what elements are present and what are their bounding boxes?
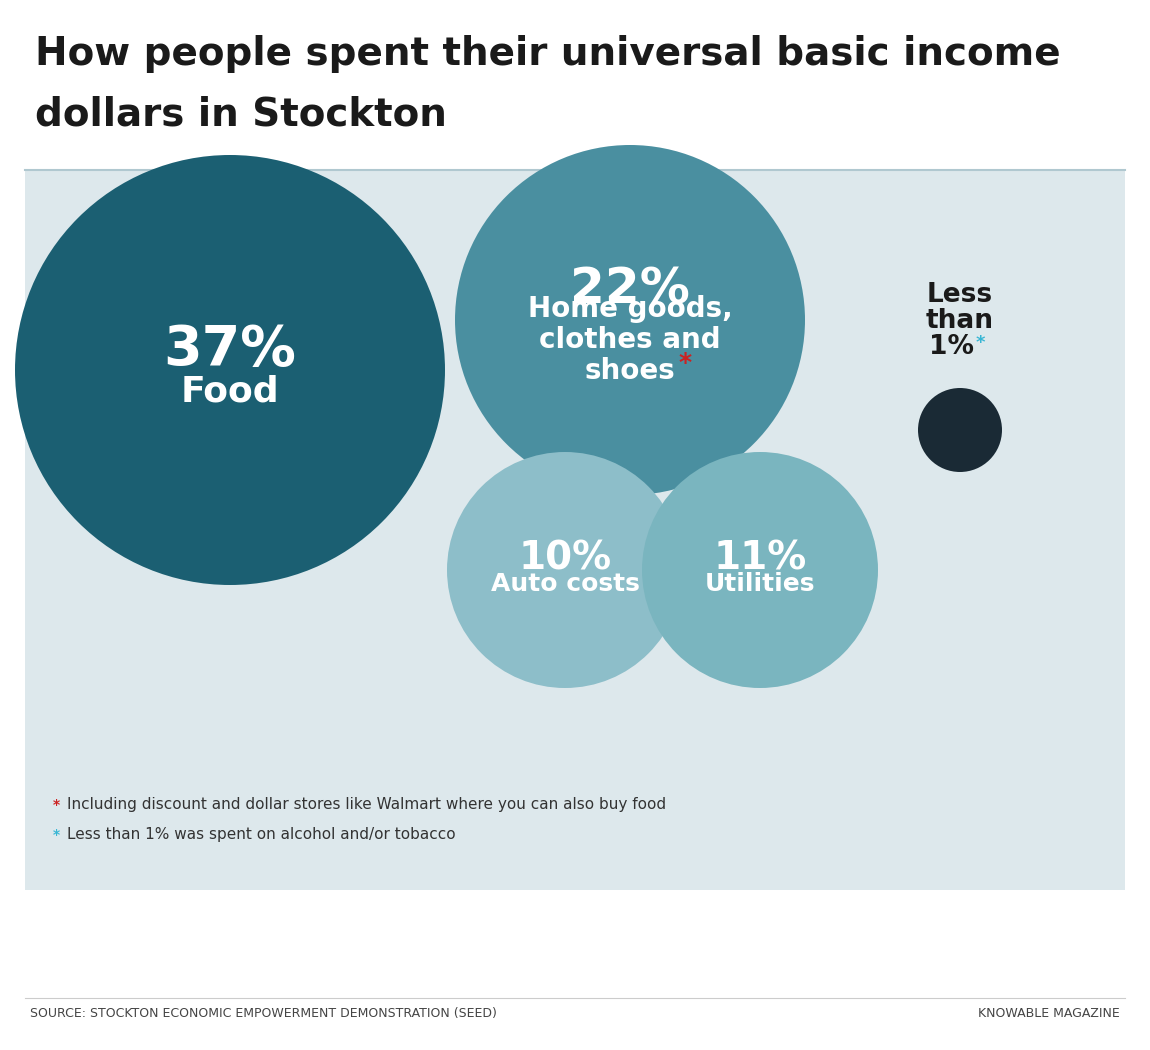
Text: Auto costs: Auto costs bbox=[491, 572, 639, 596]
Circle shape bbox=[15, 155, 445, 585]
Text: shoes: shoes bbox=[584, 357, 675, 385]
Bar bbox=[25, 170, 1125, 890]
Circle shape bbox=[455, 145, 805, 495]
Circle shape bbox=[447, 452, 683, 688]
Text: 1%: 1% bbox=[929, 334, 974, 360]
Text: Home goods,: Home goods, bbox=[528, 295, 733, 323]
Text: SOURCE: STOCKTON ECONOMIC EMPOWERMENT DEMONSTRATION (SEED): SOURCE: STOCKTON ECONOMIC EMPOWERMENT DE… bbox=[30, 1007, 497, 1020]
Text: Utilities: Utilities bbox=[705, 572, 815, 596]
Text: than: than bbox=[926, 308, 994, 334]
Text: 10%: 10% bbox=[519, 539, 612, 578]
Text: *: * bbox=[678, 351, 691, 375]
Text: Less than 1% was spent on alcohol and/or tobacco: Less than 1% was spent on alcohol and/or… bbox=[67, 827, 455, 842]
Text: KNOWABLE MAGAZINE: KNOWABLE MAGAZINE bbox=[979, 1007, 1120, 1020]
Text: 22%: 22% bbox=[570, 266, 690, 314]
Text: 37%: 37% bbox=[163, 323, 297, 377]
Circle shape bbox=[642, 452, 877, 688]
Text: How people spent their universal basic income: How people spent their universal basic i… bbox=[34, 35, 1060, 74]
Text: clothes and: clothes and bbox=[539, 326, 721, 354]
Text: Food: Food bbox=[181, 375, 279, 410]
Text: dollars in Stockton: dollars in Stockton bbox=[34, 94, 447, 133]
Text: *: * bbox=[975, 334, 984, 352]
Text: 11%: 11% bbox=[713, 539, 806, 578]
Text: *: * bbox=[53, 798, 60, 812]
Circle shape bbox=[918, 388, 1002, 472]
Text: Including discount and dollar stores like Walmart where you can also buy food: Including discount and dollar stores lik… bbox=[67, 798, 666, 813]
Text: Less: Less bbox=[927, 282, 994, 308]
Text: *: * bbox=[53, 828, 60, 842]
